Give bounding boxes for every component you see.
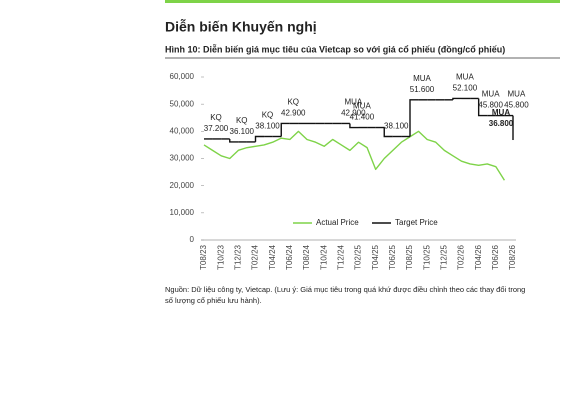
target-label: KQ 36.100 (230, 116, 255, 136)
target-label: MUA 45.800 (478, 90, 503, 110)
target-label-line: MUA (492, 108, 510, 117)
target-label-line: KQ (287, 98, 299, 107)
target-label-line: 42.900 (281, 109, 306, 118)
target-label-line: 42.900 (341, 109, 366, 118)
target-step (349, 123, 359, 129)
target-step (477, 98, 488, 117)
target-label-line: MUA (344, 98, 362, 107)
y-tick-label: 30,000 (170, 154, 195, 163)
target-label-line: KQ (262, 111, 274, 120)
target-label-line: 41.400 (350, 113, 375, 122)
target-label-line: KQ (210, 113, 222, 122)
y-tick-label: 10,000 (170, 208, 195, 217)
source-note: Nguồn: Dữ liệu công ty, Vietcap. (Lưu ý:… (165, 285, 525, 294)
target-label-line: 36.800 (489, 119, 514, 128)
price-line (203, 130, 506, 181)
x-tick-label: T04/24 (268, 244, 277, 269)
x-tick-label: T12/24 (336, 244, 345, 269)
target-label: MUA 42.900 (341, 98, 366, 118)
target-label-line: MUA (456, 73, 474, 82)
target-label-line: 36.100 (230, 127, 255, 136)
target-label-line: 45.800 (478, 101, 503, 110)
x-tick-label: T04/26 (474, 244, 483, 269)
x-tick-label: T02/24 (251, 244, 260, 269)
x-tick-label: T06/24 (285, 244, 294, 269)
x-tick-label: T08/23 (199, 244, 208, 269)
target-label-line: 52.100 (453, 84, 478, 93)
figure-caption: Hình 10: Diễn biến giá mục tiêu của Viet… (165, 44, 505, 54)
target-step (254, 135, 265, 142)
legend-label: Actual Price (316, 218, 359, 227)
target-label-line: 51.600 (410, 85, 435, 94)
target-step (229, 138, 239, 143)
x-tick-label: T08/24 (302, 244, 311, 269)
x-tick-label: T06/25 (388, 244, 397, 269)
top-bar (165, 0, 560, 3)
target-label: MUA 45.800 (504, 90, 529, 110)
target-step (452, 97, 462, 100)
target-label-line: KQ (236, 116, 248, 125)
target-label: MUA 51.600 (410, 74, 435, 94)
target-label-line: 38.100 (255, 122, 280, 131)
x-tick-label: T10/25 (422, 244, 431, 269)
target-label: MUA 36.800 (489, 108, 514, 128)
source-note: số lượng cổ phiếu lưu hành). (165, 296, 262, 305)
target-label: KQ 42.900 (281, 98, 306, 118)
target-step (409, 99, 419, 137)
y-tick-label: 20,000 (170, 181, 195, 190)
y-tick-label: 50,000 (170, 99, 195, 108)
page-title: Diễn biến Khuyến nghị (165, 19, 317, 35)
target-label-line: MUA (508, 90, 526, 99)
target-label-line: 37.200 (204, 124, 229, 133)
x-tick-label: T02/26 (457, 244, 466, 269)
target-label-line: MUA (482, 90, 500, 99)
y-tick-label: 0 (190, 235, 195, 244)
legend-label: Target Price (395, 218, 438, 227)
x-tick-label: T08/26 (508, 244, 517, 269)
target-label: 38.100 (384, 122, 409, 131)
x-tick-label: T02/25 (354, 244, 363, 269)
target-label-line: MUA (353, 102, 371, 111)
x-tick-label: T04/25 (371, 244, 380, 269)
target-label: KQ 37.200 (204, 113, 229, 133)
x-tick-label: T10/24 (319, 244, 328, 269)
x-tick-label: T12/25 (439, 244, 448, 269)
x-tick-label: T06/26 (491, 244, 500, 269)
target-label-line: 45.800 (504, 101, 529, 110)
target-label: MUA 52.100 (453, 73, 478, 93)
target-label: KQ 38.100 (255, 111, 280, 131)
x-tick-label: T12/23 (233, 244, 242, 269)
y-tick-label: 40,000 (170, 126, 195, 135)
target-step (280, 122, 290, 137)
target-label: MUA 41.400 (350, 102, 375, 122)
y-tick-label: 60,000 (170, 72, 195, 81)
target-label-line: MUA (413, 74, 431, 83)
x-tick-label: T10/23 (216, 244, 225, 269)
target-step (383, 127, 393, 138)
x-tick-label: T08/25 (405, 244, 414, 269)
